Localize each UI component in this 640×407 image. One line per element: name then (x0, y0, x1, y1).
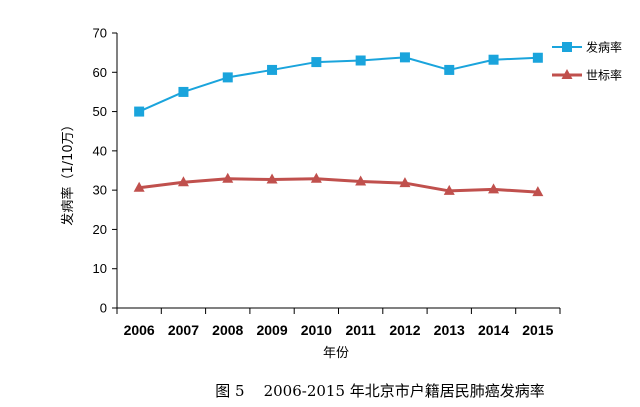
data-point (134, 106, 145, 117)
legend-item: 发病率 (552, 40, 622, 55)
data-point (267, 64, 278, 75)
data-point (177, 176, 189, 187)
axes (112, 32, 561, 314)
data-point (133, 181, 145, 192)
y-tick-label: 40 (93, 143, 107, 158)
data-point (532, 186, 544, 197)
legend-label: 世标率 (586, 68, 622, 83)
x-tick-label: 2007 (168, 322, 199, 338)
x-tick-label: 2008 (212, 322, 243, 338)
data-point (310, 172, 322, 183)
data-point (399, 177, 411, 188)
x-tick-labels: 2006 2007 2008 2009 2010 2011 2012 2013 2014 2015 (124, 322, 554, 338)
x-tick-label: 2012 (389, 322, 420, 338)
legend-marker (562, 42, 572, 52)
data-point (355, 55, 366, 66)
data-point (444, 64, 455, 75)
legend-label: 发病率 (586, 40, 622, 55)
y-tick-label: 20 (93, 222, 107, 237)
y-tick-label: 70 (93, 26, 107, 41)
x-tick-label: 2015 (522, 322, 553, 338)
series-line (138, 56, 538, 113)
x-tick-label: 2011 (345, 322, 376, 338)
x-tick-label: 2009 (256, 322, 287, 338)
y-tick-label: 0 (100, 301, 107, 316)
y-tick-labels: 0 10 20 30 40 50 60 70 (93, 26, 107, 316)
x-tick-label: 2006 (124, 322, 155, 338)
y-tick-label: 10 (93, 261, 107, 276)
data-point (488, 54, 499, 65)
data-point (266, 173, 278, 184)
data-point (222, 172, 234, 183)
data-point (443, 184, 455, 195)
legend-marker (561, 69, 573, 79)
chart-caption: 图 5 2006-2015 年北京市户籍居民肺癌发病率 (215, 382, 545, 400)
y-tick-label: 60 (93, 65, 107, 80)
series-layer (133, 52, 544, 197)
data-point (399, 52, 410, 63)
series-line (138, 177, 538, 194)
legend-item: 世标率 (552, 68, 622, 83)
y-tick-label: 30 (93, 183, 107, 198)
x-axis-title: 年份 (323, 346, 349, 361)
series-standardized (133, 172, 544, 197)
x-tick-label: 2014 (478, 322, 509, 338)
data-point (178, 86, 189, 97)
data-point (311, 57, 322, 68)
y-axis-title: 发病率（1/10万） (60, 118, 76, 225)
x-tick-label: 2013 (434, 322, 465, 338)
series-incidence (134, 52, 543, 117)
data-point (488, 183, 500, 194)
x-tick-label: 2010 (301, 322, 332, 338)
y-tick-label: 50 (93, 104, 107, 119)
data-point (355, 175, 367, 186)
data-point (222, 72, 233, 83)
data-point (532, 52, 543, 63)
